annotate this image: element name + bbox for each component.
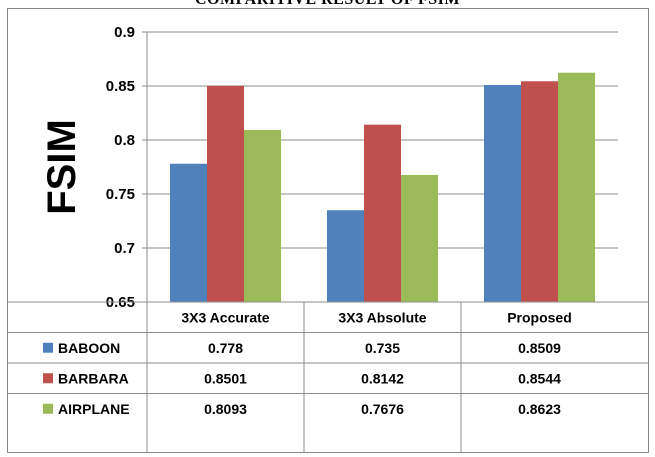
data-label: 0.8142 bbox=[361, 370, 404, 386]
legend-label: AIRPLANE bbox=[58, 401, 130, 417]
y-axis-label: FSIM bbox=[40, 119, 84, 215]
category-label: 3X3 Absolute bbox=[338, 309, 426, 325]
bar bbox=[401, 174, 438, 302]
bar bbox=[521, 81, 558, 302]
y-tick-label: 0.7 bbox=[114, 240, 135, 257]
legend-label: BARBARA bbox=[58, 370, 129, 386]
category-label: Proposed bbox=[507, 309, 572, 325]
y-tick-label: 0.75 bbox=[106, 186, 135, 203]
bar bbox=[207, 85, 244, 302]
legend-swatch bbox=[43, 373, 53, 384]
bar bbox=[170, 163, 207, 302]
bar bbox=[327, 210, 364, 302]
data-label: 0.735 bbox=[365, 340, 400, 356]
chart-title: COMPARITIVE RESULT OF FSIM bbox=[0, 0, 655, 9]
category-label: 3X3 Accurate bbox=[181, 309, 269, 325]
bar bbox=[244, 129, 281, 302]
legend-label: BABOON bbox=[58, 340, 120, 356]
y-tick-label: 0.85 bbox=[106, 78, 135, 95]
data-label: 0.8623 bbox=[518, 401, 561, 417]
y-tick-label: 0.8 bbox=[114, 132, 135, 149]
bar bbox=[364, 124, 401, 302]
data-label: 0.8544 bbox=[518, 370, 561, 386]
data-label: 0.8093 bbox=[204, 401, 247, 417]
y-tick-label: 0.9 bbox=[114, 24, 135, 41]
legend-swatch bbox=[43, 403, 53, 414]
data-label: 0.7676 bbox=[361, 401, 404, 417]
bar bbox=[484, 85, 521, 302]
data-label: 0.778 bbox=[208, 340, 243, 356]
data-label: 0.8509 bbox=[518, 340, 561, 356]
bar bbox=[558, 72, 595, 302]
legend-swatch bbox=[43, 342, 53, 353]
data-label: 0.8501 bbox=[204, 370, 247, 386]
